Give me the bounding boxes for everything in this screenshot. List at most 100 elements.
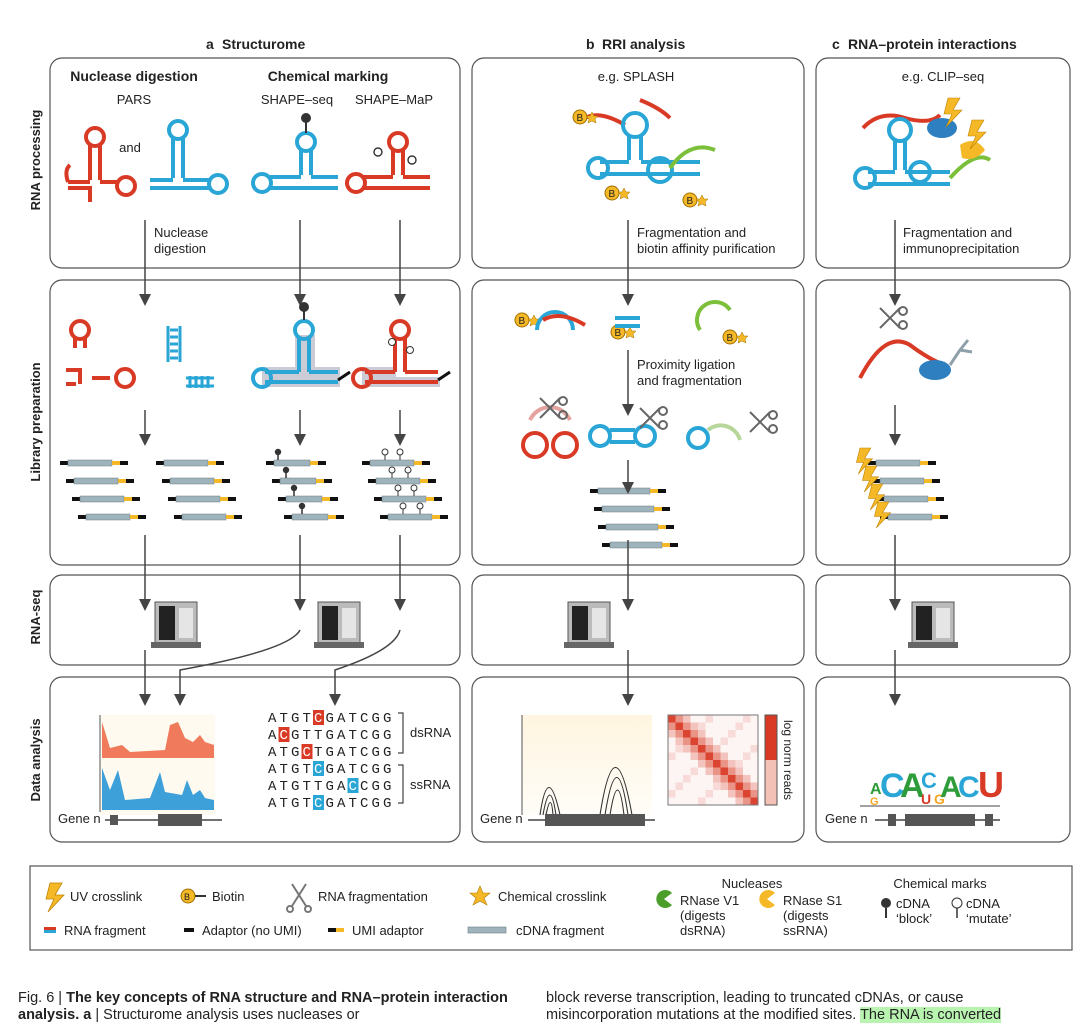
heatmap-cell (713, 760, 721, 768)
heatmap-cell (728, 760, 736, 768)
umi-mark (924, 479, 932, 483)
biotin-letter: B (577, 113, 584, 124)
adaptor-mark (272, 479, 280, 483)
sequence-base: G (291, 728, 299, 744)
umi-mark (208, 461, 216, 465)
rri-step2: Proximity ligation (637, 357, 735, 372)
adaptor-mark (72, 497, 80, 501)
heatmap-cell (750, 745, 758, 753)
rbp-protein-yellow (960, 141, 985, 159)
cdna-fragment (181, 513, 227, 521)
heatmap-cell (750, 752, 758, 760)
sequence-base: G (372, 762, 380, 778)
svg-text:c: c (832, 36, 840, 52)
heatmap-cell (728, 790, 736, 798)
sequence-base: G (291, 745, 299, 761)
cdna-fragment (67, 459, 113, 467)
row-label-library: Library preparation (28, 362, 43, 481)
cdna-fragment (285, 495, 323, 503)
adaptor-mark (66, 479, 74, 483)
sequencer-icon (151, 601, 201, 648)
heatmap-cell (675, 775, 683, 783)
rri-rna-complex (584, 98, 716, 184)
heatmap-cell (690, 767, 698, 775)
cdna-mutate-icon (951, 897, 963, 909)
heatmap-cell (735, 737, 743, 745)
uv-crosslink-icons (856, 97, 987, 529)
sequence-base: G (383, 728, 391, 744)
heatmap-cell (735, 790, 743, 798)
heatmap-cell (735, 715, 743, 723)
sequence-base: A (268, 745, 277, 761)
heatmap-cell (683, 752, 691, 760)
contact-heatmap (667, 714, 759, 806)
svg-text:Biotin: Biotin (212, 889, 245, 904)
heatmap-cell (705, 715, 713, 723)
adaptor-mark (602, 543, 610, 547)
sequence-base: T (303, 796, 311, 812)
adaptor-mark (368, 479, 376, 483)
sequence-base: G (383, 762, 391, 778)
adaptor-mark (162, 479, 170, 483)
heatmap-cell (750, 767, 758, 775)
heatmap-cell (690, 752, 698, 760)
uv-crosslink-icon (874, 501, 892, 529)
sequence-base: G (326, 728, 334, 744)
svg-text:Adaptor (no UMI): Adaptor (no UMI) (202, 923, 302, 938)
sequence-base: G (291, 779, 299, 795)
adaptor-mark (132, 497, 140, 501)
heatmap-cell (675, 760, 683, 768)
umi-mark (316, 479, 324, 483)
adaptor-mark (228, 497, 236, 501)
sequence-base: T (349, 796, 357, 812)
pars-peak-profile (99, 715, 215, 815)
cdna-block-mark (274, 448, 282, 456)
heatmap-cell (720, 752, 728, 760)
sequence-base: T (303, 728, 311, 744)
svg-text:C: C (921, 768, 937, 793)
sequence-base: T (314, 779, 322, 795)
umi-mark (928, 497, 936, 501)
svg-text:cDNA: cDNA (896, 896, 930, 911)
heatmap-cell (705, 752, 713, 760)
umi-mark (124, 497, 132, 501)
heatmap-cell (705, 730, 713, 738)
cdna-fragment (169, 477, 215, 485)
rna-fragments-red (66, 319, 136, 389)
heatmap-cell (743, 715, 751, 723)
svg-text:Gene n: Gene n (825, 811, 868, 826)
rna-structure-shape-map (345, 131, 430, 194)
shape-seq-label: SHAPE–seq (261, 92, 333, 107)
heatmap-cell (735, 775, 743, 783)
ss-label: ssRNA (410, 777, 451, 792)
umi-mark (220, 497, 228, 501)
adaptor-mark (670, 543, 678, 547)
heatmap-cell (705, 722, 713, 730)
heatmap-cell (713, 790, 721, 798)
adaptor-mark (234, 515, 242, 519)
heatmap-cell (720, 775, 728, 783)
heatmap-cell (713, 797, 721, 805)
heatmap-cell (683, 775, 691, 783)
heatmap-cell (728, 730, 736, 738)
heatmap-cell (728, 745, 736, 753)
sequence-base: A (268, 711, 277, 727)
highlighted-base (347, 778, 359, 793)
adaptor-mark (598, 525, 606, 529)
sequence-base: A (268, 796, 277, 812)
uv-crosslink-icon (868, 483, 886, 511)
nuclease-step-label: Nuclease (154, 225, 208, 240)
row-label-rnaseq: RNA-seq (28, 589, 43, 644)
adaptor-mark (374, 497, 382, 501)
and-label: and (119, 140, 141, 155)
svg-text:cDNA fragment: cDNA fragment (516, 923, 605, 938)
scissors-icon (639, 406, 668, 430)
heatmap-cell (683, 790, 691, 798)
adaptor-mark (380, 515, 388, 519)
cdna-fragment (875, 459, 921, 467)
sequence-base: G (383, 745, 391, 761)
cdna-fragment (887, 513, 933, 521)
caption-fig: Fig. 6 | (18, 990, 67, 1006)
heatmap-cell (690, 760, 698, 768)
sequence-base: C (360, 779, 368, 795)
